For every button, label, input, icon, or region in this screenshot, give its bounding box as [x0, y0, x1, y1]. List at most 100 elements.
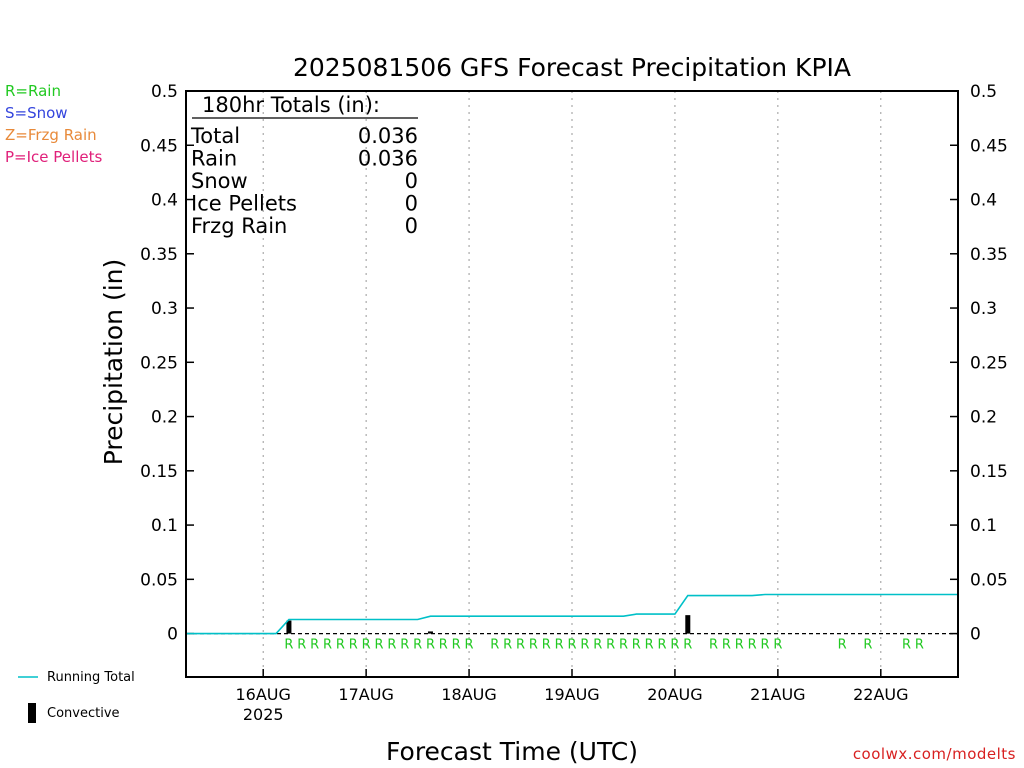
y-tick-label-left-9: 0.45	[140, 136, 178, 156]
y-tick-label-right-6: 0.3	[970, 299, 997, 319]
ptype-mark-13: R	[452, 638, 461, 653]
x-tick-sublabel-0: 2025	[243, 705, 284, 724]
ptype-mark-2: R	[310, 638, 319, 653]
convective-bar-1	[427, 631, 433, 634]
x-tick-label-0: 16AUG	[235, 685, 290, 704]
ptype-mark-39: R	[902, 638, 911, 653]
ptype-mark-17: R	[516, 638, 525, 653]
totals-value-1: 0.036	[358, 147, 418, 171]
convective-bar-0	[286, 620, 292, 634]
convective-bar-2	[685, 615, 691, 634]
y-tick-label-left-3: 0.15	[140, 462, 178, 482]
ptype-mark-9: R	[400, 638, 409, 653]
y-tick-label-right-3: 0.15	[970, 462, 1008, 482]
ptype-mark-35: R	[760, 638, 769, 653]
y-ticks-right: 0 0.05 0.1 0.15 0.2 0.25 0.3 0.35 0.4 0.45 0.5	[950, 82, 1008, 645]
legend-snow: S=Snow	[5, 104, 68, 122]
y-tick-label-right-8: 0.4	[970, 191, 997, 211]
y-tick-label-left-7: 0.35	[140, 245, 178, 265]
totals-value-0: 0.036	[358, 124, 418, 148]
plot-frame	[185, 90, 959, 678]
ptype-mark-22: R	[580, 638, 589, 653]
y-ticks-left: 0 0.05 0.1 0.15 0.2 0.25 0.3 0.35 0.4 0.45 0.5	[140, 82, 194, 645]
ptype-mark-6: R	[362, 638, 371, 653]
totals-label-2: Snow	[191, 169, 248, 193]
ptype-mark-16: R	[503, 638, 512, 653]
y-tick-label-right-0: 0	[970, 625, 981, 645]
ptype-mark-20: R	[555, 638, 564, 653]
chart-title: 2025081506 GFS Forecast Precipitation KP…	[293, 53, 851, 82]
y-tick-label-left-0: 0	[167, 625, 178, 645]
ptype-mark-28: R	[658, 638, 667, 653]
ptype-mark-36: R	[773, 638, 782, 653]
ptype-mark-31: R	[709, 638, 718, 653]
ptype-mark-18: R	[529, 638, 538, 653]
y-tick-label-right-7: 0.35	[970, 245, 1008, 265]
totals-value-4: 0	[405, 214, 418, 238]
x-tick-label-6: 22AUG	[853, 685, 908, 704]
credit-link[interactable]: coolwx.com/modelts	[852, 745, 1016, 763]
ptype-mark-29: R	[670, 638, 679, 653]
y-tick-label-left-5: 0.25	[140, 353, 178, 373]
y-tick-label-right-9: 0.45	[970, 136, 1008, 156]
ptype-mark-0: R	[284, 638, 293, 653]
ptype-mark-8: R	[387, 638, 396, 653]
y-tick-label-right-1: 0.05	[970, 570, 1008, 590]
totals-box: 180hr Totals (in): Total 0.036 Rain 0.036 Sn…	[190, 93, 418, 238]
ptype-mark-4: R	[336, 638, 345, 653]
ptype-mark-34: R	[748, 638, 757, 653]
y-tick-label-right-10: 0.5	[970, 82, 997, 102]
running-total-legend-label: Running Total	[47, 670, 135, 685]
y-tick-label-left-6: 0.3	[151, 299, 178, 319]
ptype-mark-1: R	[297, 638, 306, 653]
totals-label-4: Frzg Rain	[191, 214, 287, 238]
y-tick-label-left-10: 0.5	[151, 82, 178, 102]
legend-rain: R=Rain	[5, 82, 61, 100]
x-tick-label-4: 20AUG	[647, 685, 702, 704]
totals-label-1: Rain	[191, 147, 237, 171]
legend-ice-pellets: P=Ice Pellets	[5, 148, 103, 166]
ptype-mark-7: R	[374, 638, 383, 653]
x-axis-label: Forecast Time (UTC)	[386, 737, 638, 766]
ptype-mark-10: R	[413, 638, 422, 653]
ptype-mark-12: R	[439, 638, 448, 653]
ptype-mark-27: R	[645, 638, 654, 653]
y-tick-label-right-2: 0.1	[970, 516, 997, 536]
y-tick-label-left-2: 0.1	[151, 516, 178, 536]
totals-label-3: Ice Pellets	[191, 192, 297, 216]
convective-bars	[286, 615, 691, 634]
ptype-mark-24: R	[606, 638, 615, 653]
ptype-mark-5: R	[349, 638, 358, 653]
ptype-mark-14: R	[465, 638, 474, 653]
totals-value-3: 0	[405, 192, 418, 216]
running-total-polyline	[186, 593, 958, 635]
ptype-mark-21: R	[567, 638, 576, 653]
ptype-mark-37: R	[838, 638, 847, 653]
ptype-mark-11: R	[426, 638, 435, 653]
x-tick-label-3: 19AUG	[544, 685, 599, 704]
x-tick-label-2: 18AUG	[441, 685, 496, 704]
ptype-mark-3: R	[323, 638, 332, 653]
ptype-mark-30: R	[683, 638, 692, 653]
ptype-mark-25: R	[619, 638, 628, 653]
precip-type-legend: R=Rain S=Snow Z=Frzg Rain P=Ice Pellets	[5, 80, 102, 168]
ptype-mark-32: R	[722, 638, 731, 653]
y-tick-label-right-5: 0.25	[970, 353, 1008, 373]
y-axis-label: Precipitation (in)	[99, 259, 128, 466]
ptype-mark-26: R	[632, 638, 641, 653]
convective-legend-label: Convective	[47, 706, 120, 721]
ptype-mark-40: R	[915, 638, 924, 653]
y-tick-label-left-1: 0.05	[140, 570, 178, 590]
convective-legend-swatch	[28, 703, 36, 723]
y-tick-label-left-8: 0.4	[151, 191, 178, 211]
legend-freezing-rain: Z=Frzg Rain	[5, 126, 97, 144]
ptype-mark-23: R	[593, 638, 602, 653]
totals-heading: 180hr Totals (in):	[202, 93, 380, 117]
x-tick-label-5: 21AUG	[750, 685, 805, 704]
ptype-mark-19: R	[542, 638, 551, 653]
y-tick-label-left-4: 0.2	[151, 408, 178, 428]
ptype-mark-33: R	[735, 638, 744, 653]
ptype-mark-38: R	[863, 638, 872, 653]
